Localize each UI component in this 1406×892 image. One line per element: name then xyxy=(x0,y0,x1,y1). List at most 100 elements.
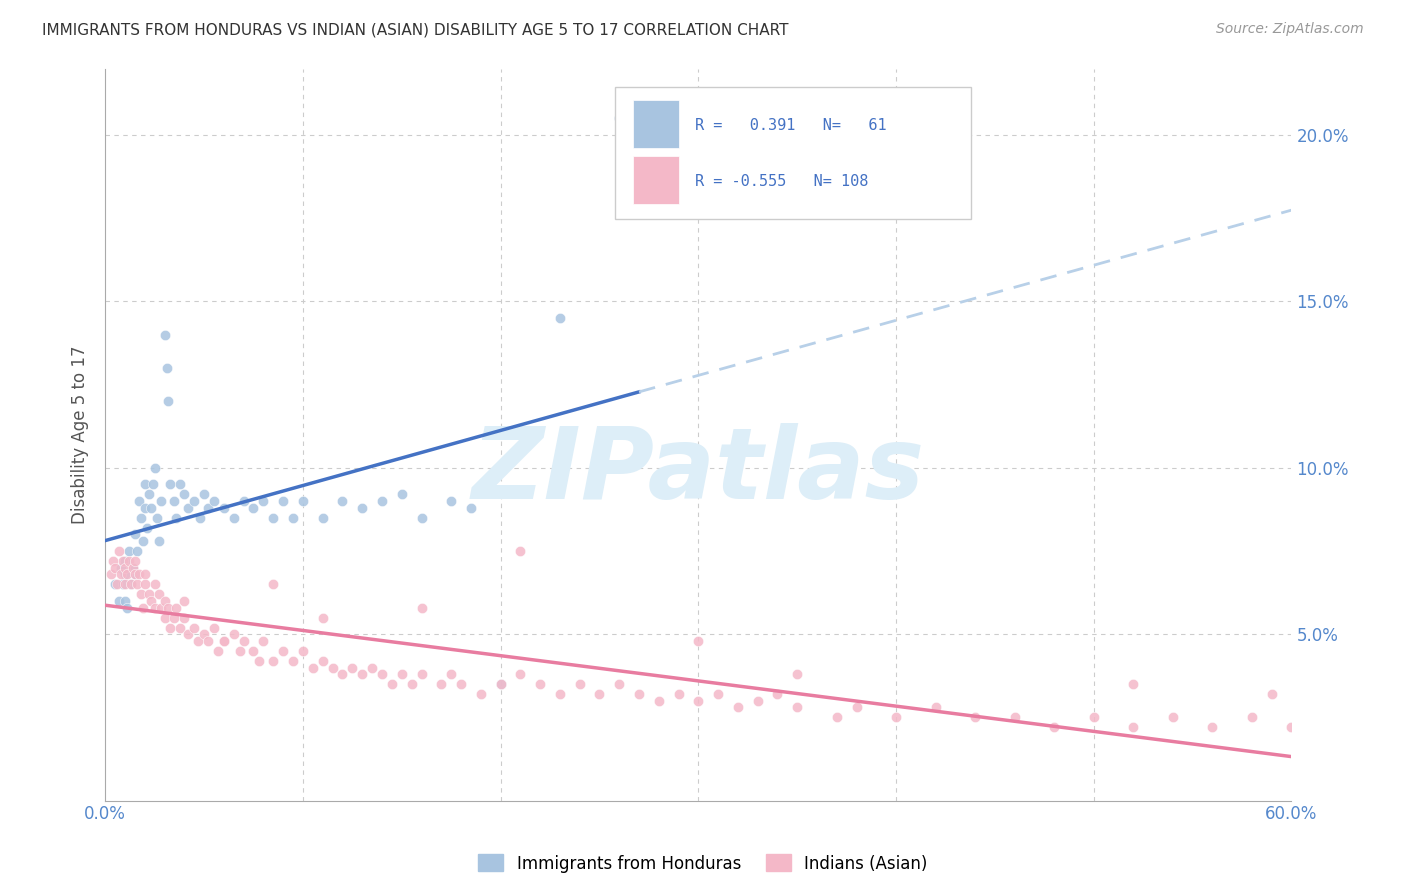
Point xyxy=(332,667,354,681)
Point xyxy=(301,660,323,674)
Point xyxy=(489,677,512,691)
Point xyxy=(249,654,271,668)
Point xyxy=(232,633,254,648)
Point xyxy=(122,560,145,574)
Point xyxy=(155,361,177,376)
Point xyxy=(509,544,531,558)
Point xyxy=(134,477,156,491)
FancyBboxPatch shape xyxy=(616,87,972,219)
Point xyxy=(145,510,167,524)
Point xyxy=(207,644,229,658)
Point xyxy=(786,667,808,681)
Point xyxy=(291,644,314,658)
Point xyxy=(588,687,610,701)
Point xyxy=(212,633,235,648)
Point xyxy=(252,633,274,648)
Point xyxy=(440,667,463,681)
Point xyxy=(114,560,136,574)
Point xyxy=(262,510,284,524)
Point xyxy=(143,460,166,475)
Y-axis label: Disability Age 5 to 17: Disability Age 5 to 17 xyxy=(72,345,89,524)
Point xyxy=(322,660,344,674)
Point xyxy=(381,677,404,691)
Point xyxy=(138,587,160,601)
Point xyxy=(509,667,531,681)
Point xyxy=(1240,710,1263,724)
Point xyxy=(163,494,186,508)
Point xyxy=(149,494,172,508)
Point xyxy=(1122,677,1144,691)
Point xyxy=(440,494,463,508)
Point xyxy=(142,477,165,491)
Point xyxy=(108,594,131,608)
Point xyxy=(212,633,235,648)
Point xyxy=(110,567,132,582)
Point xyxy=(430,677,453,691)
Point xyxy=(193,627,215,641)
Point xyxy=(924,700,946,714)
Point xyxy=(342,660,364,674)
Point xyxy=(786,700,808,714)
Point xyxy=(197,633,219,648)
Point xyxy=(105,577,128,591)
Point xyxy=(139,500,162,515)
Point xyxy=(222,510,245,524)
Point xyxy=(312,510,335,524)
Text: ZIPatlas: ZIPatlas xyxy=(472,423,925,520)
Point xyxy=(169,621,191,635)
Point xyxy=(607,112,630,126)
Point xyxy=(153,327,176,342)
Point xyxy=(114,594,136,608)
Point xyxy=(153,610,176,624)
Point xyxy=(1004,710,1026,724)
Point xyxy=(845,700,868,714)
Point xyxy=(183,494,205,508)
Point xyxy=(607,677,630,691)
Point xyxy=(148,534,170,549)
Point xyxy=(242,500,264,515)
Point xyxy=(242,644,264,658)
Point xyxy=(460,500,482,515)
Point xyxy=(1122,720,1144,734)
Point xyxy=(114,554,136,568)
Point xyxy=(291,494,314,508)
Point xyxy=(766,687,789,701)
Point xyxy=(183,621,205,635)
Point xyxy=(332,494,354,508)
Text: Source: ZipAtlas.com: Source: ZipAtlas.com xyxy=(1216,22,1364,37)
Point xyxy=(128,567,150,582)
Point xyxy=(1161,710,1184,724)
Point xyxy=(1201,720,1223,734)
Point xyxy=(134,567,156,582)
Point xyxy=(104,577,127,591)
Point xyxy=(188,510,211,524)
Point xyxy=(157,394,180,409)
Text: R =   0.391   N=   61: R = 0.391 N= 61 xyxy=(695,118,886,133)
Point xyxy=(884,710,907,724)
Point xyxy=(173,610,195,624)
Point xyxy=(281,654,304,668)
Point xyxy=(128,494,150,508)
Text: R = -0.555   N= 108: R = -0.555 N= 108 xyxy=(695,174,868,189)
Point xyxy=(202,494,225,508)
Point xyxy=(134,577,156,591)
Point xyxy=(193,487,215,501)
Point xyxy=(115,567,138,582)
FancyBboxPatch shape xyxy=(633,155,679,204)
Point xyxy=(129,510,152,524)
Point xyxy=(114,577,136,591)
Point xyxy=(202,621,225,635)
Point xyxy=(648,694,671,708)
Point xyxy=(548,311,571,326)
Point xyxy=(139,594,162,608)
Point xyxy=(668,687,690,701)
Point xyxy=(118,544,141,558)
Point xyxy=(132,534,155,549)
Point xyxy=(163,610,186,624)
Point xyxy=(165,600,187,615)
Point xyxy=(548,687,571,701)
Point xyxy=(120,577,142,591)
Point xyxy=(159,477,181,491)
Point xyxy=(312,610,335,624)
Point xyxy=(352,500,374,515)
